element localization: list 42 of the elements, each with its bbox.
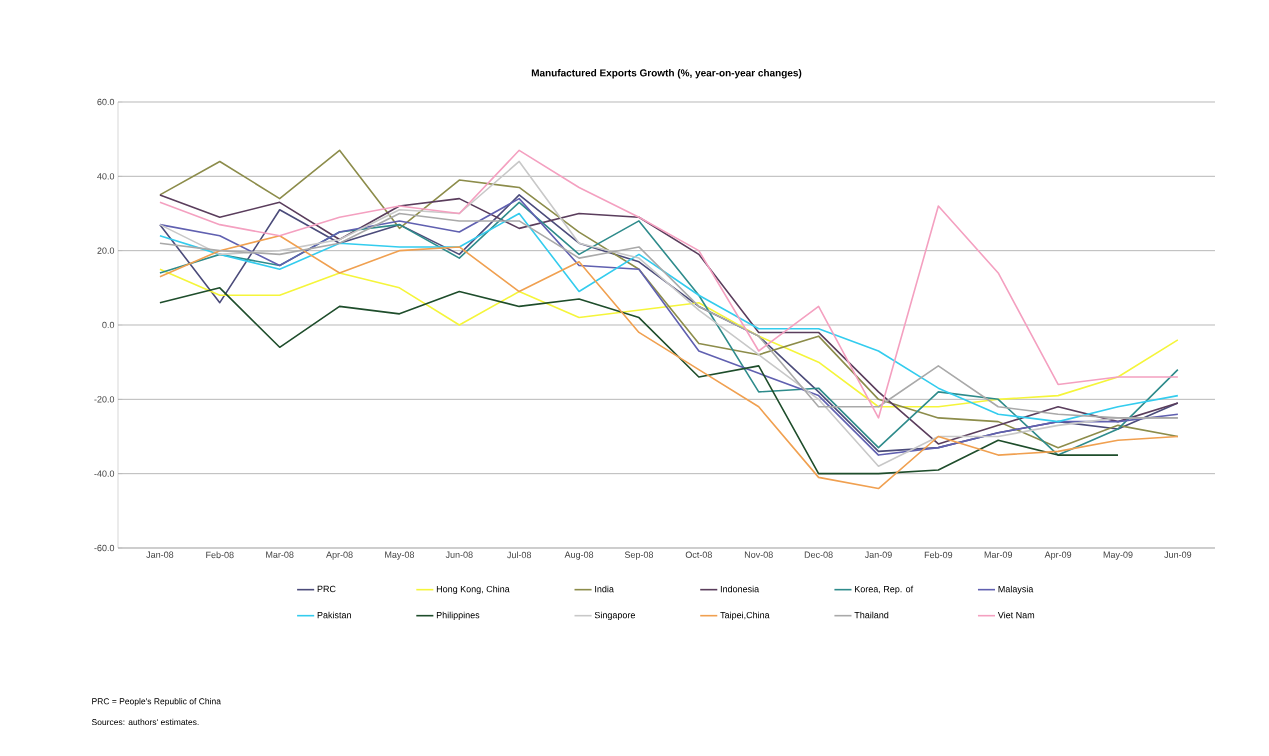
x-tick-label: Dec-08: [804, 551, 833, 558]
chart-title: Manufactured Exports Growth (%, year-on-year changes): [531, 69, 802, 79]
y-tick-label: -60.0: [94, 544, 115, 552]
x-tick-label: Jan-09: [864, 551, 892, 558]
y-tick-label: 20.0: [97, 247, 115, 254]
y-tick-label: -20.0: [94, 396, 115, 403]
x-tick-label: Mar-09: [984, 551, 1013, 558]
legend-label: Malaysia: [998, 585, 1034, 595]
x-tick-label: Apr-08: [326, 551, 353, 560]
legend-label: Pakistan: [317, 611, 351, 619]
x-tick-label: Feb-09: [924, 551, 953, 559]
text: PRC = People's Republic of China: [92, 698, 221, 706]
legend-label: Taipei,China: [720, 611, 770, 621]
legend-label: Viet Nam: [997, 611, 1035, 619]
x-tick-label: Jul-08: [507, 551, 532, 559]
x-tick-label: May-09: [1103, 551, 1133, 560]
y-tick-label: 60.0: [97, 98, 115, 106]
legend-label: Hong Kong, China: [436, 585, 510, 595]
x-tick-label: May-08: [385, 551, 415, 560]
x-tick-label: Aug-08: [564, 551, 594, 560]
x-tick-label: Apr-09: [1044, 551, 1072, 560]
legend-label: India: [595, 585, 614, 593]
y-tick-label: 0.0: [102, 321, 115, 329]
legend-label: Philippines: [436, 611, 480, 621]
x-tick-label: Nov-08: [744, 551, 773, 558]
x-tick-label: Jan-08: [146, 551, 174, 558]
line-series: [159, 234, 1179, 490]
x-tick-label: Sep-08: [624, 551, 654, 560]
x-tick-label: Oct-08: [685, 551, 712, 558]
legend-label: Thailand: [854, 611, 889, 619]
legend-label: Korea, Rep. of: [855, 585, 914, 595]
source-note: Sources: authors' estimates.: [91, 718, 199, 726]
legend-label: Singapore: [594, 611, 636, 621]
x-tick-label: Feb-08: [206, 551, 234, 559]
legend-label: Indonesia: [720, 585, 760, 593]
x-tick-label: Jun-08: [445, 551, 473, 558]
y-tick-label: -40.0: [94, 470, 115, 477]
x-tick-label: Mar-08: [266, 551, 294, 558]
x-tick-label: Jun-09: [1164, 551, 1192, 558]
line-series: [159, 287, 1119, 475]
y-tick-label: 40.0: [97, 173, 115, 180]
legend-label: PRC: [317, 585, 336, 593]
